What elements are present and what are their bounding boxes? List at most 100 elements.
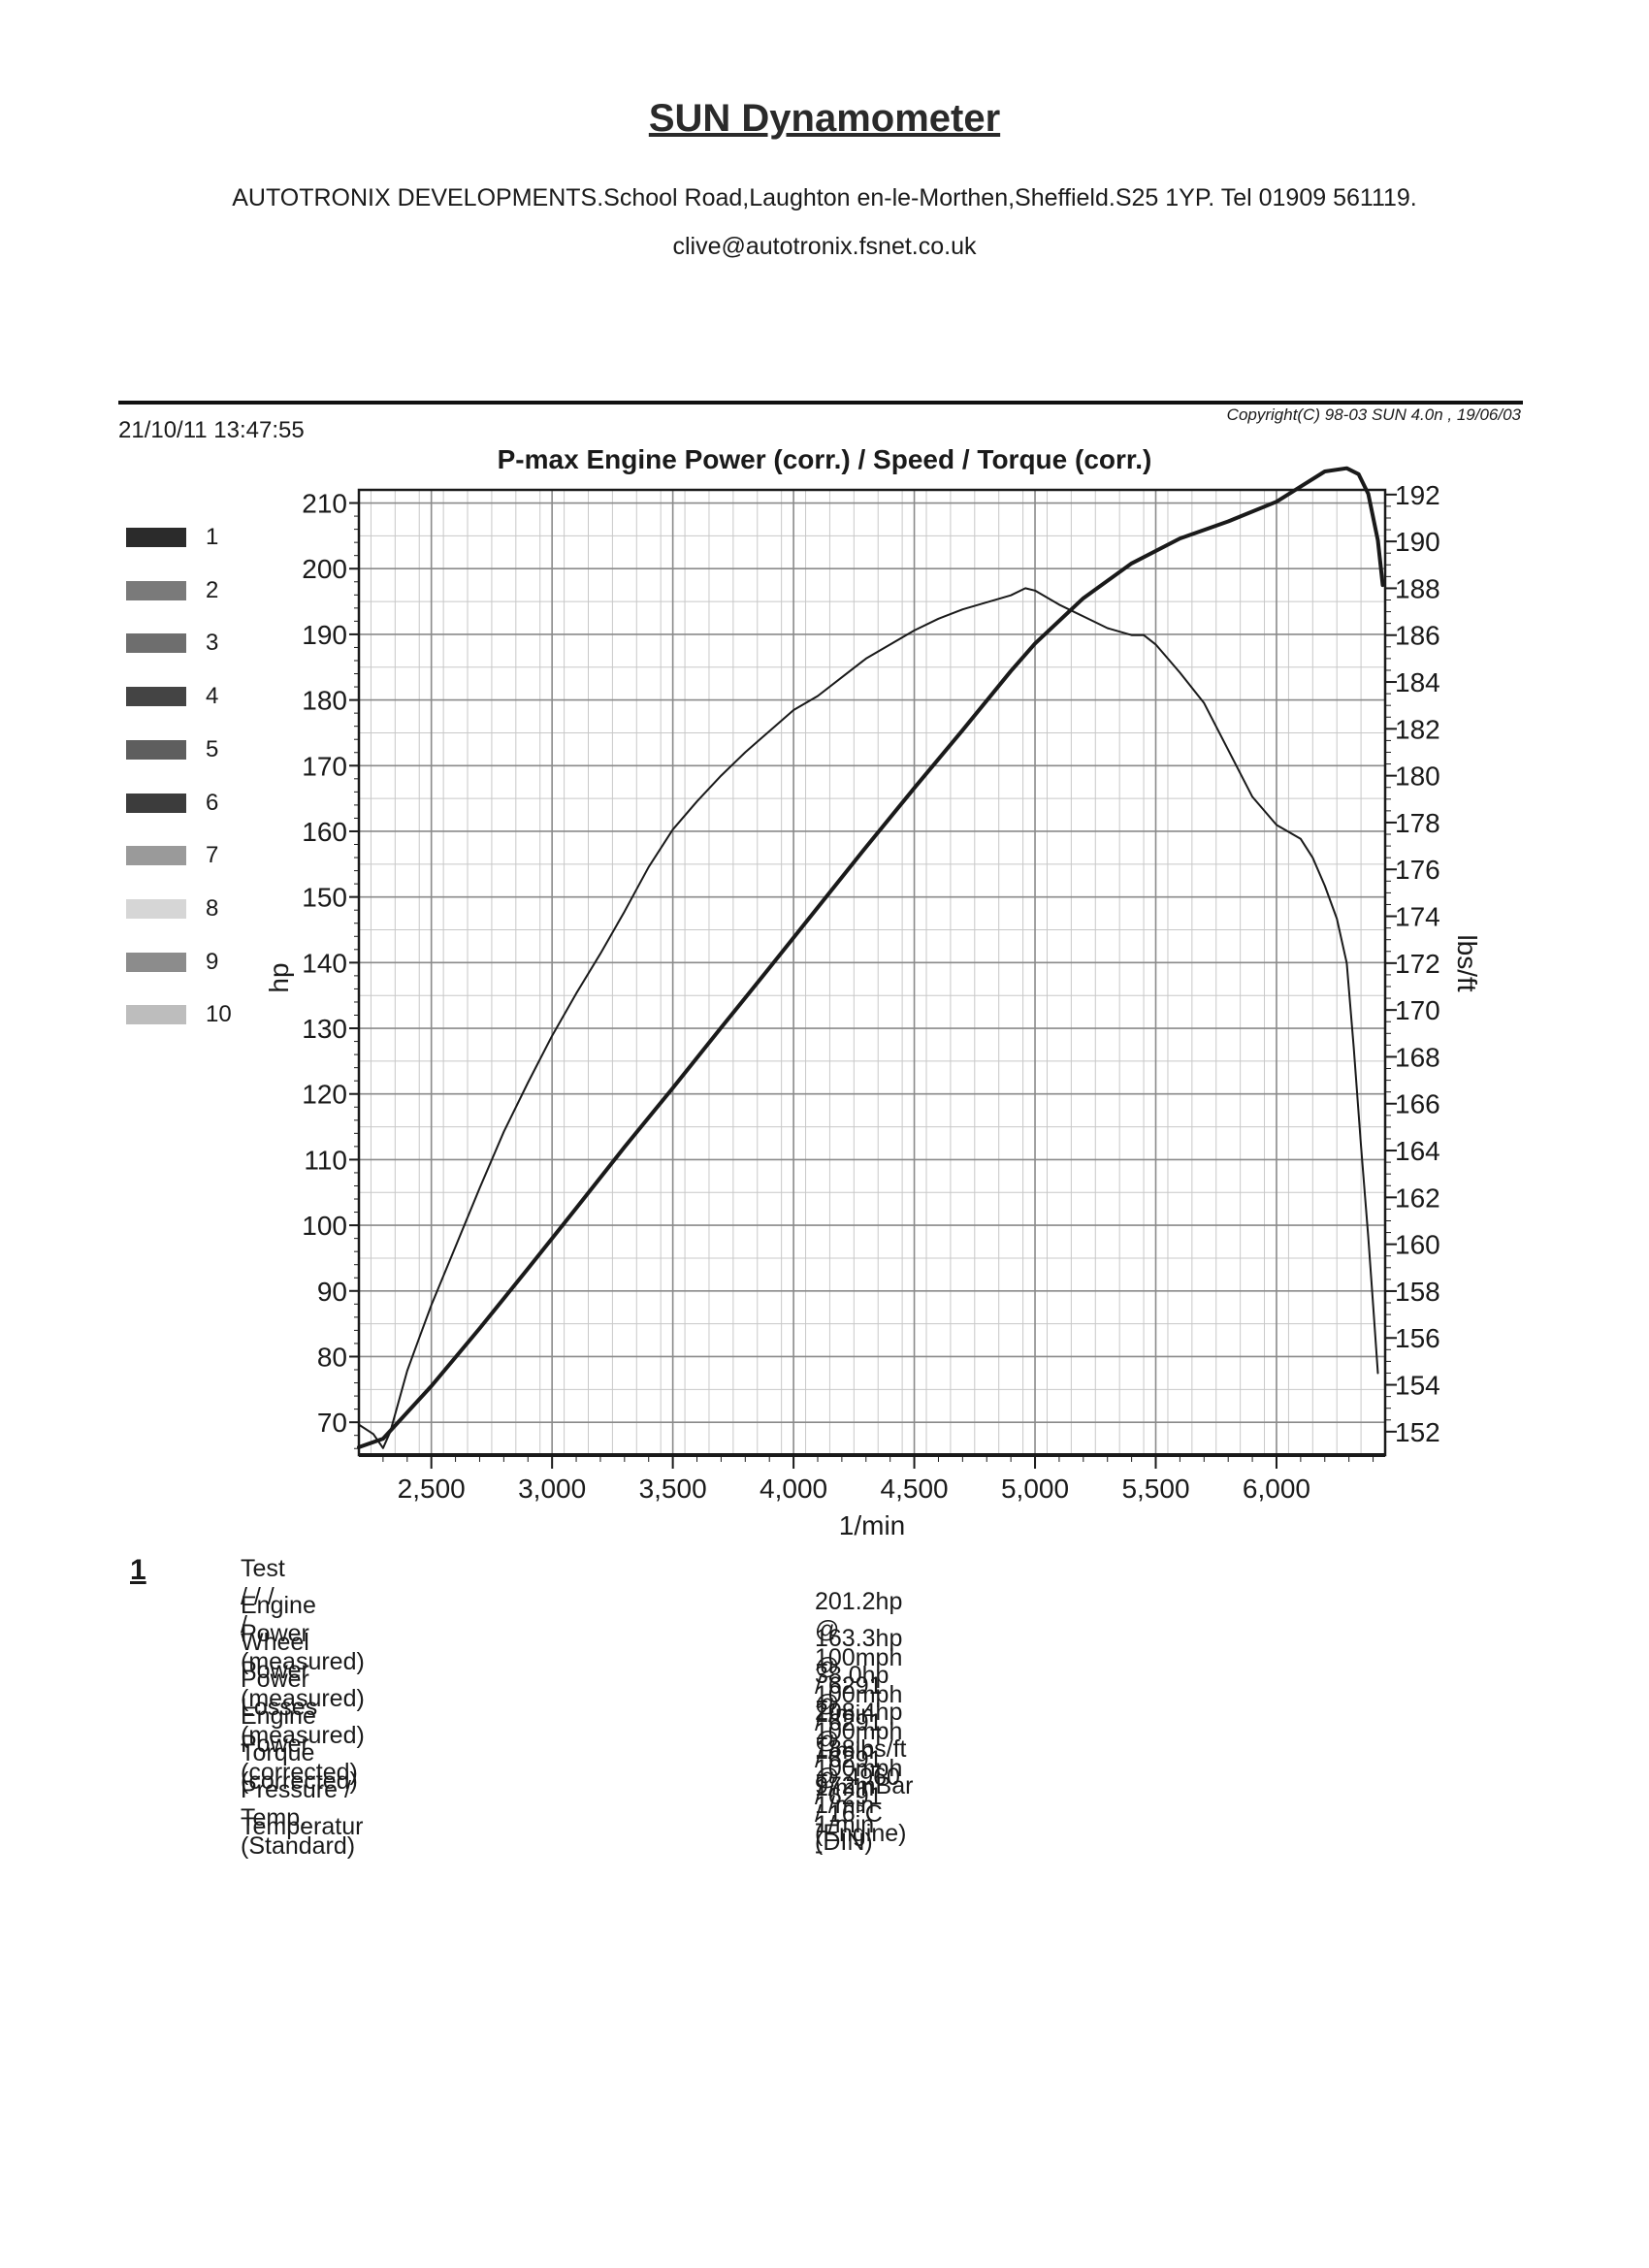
legend-label: 10 xyxy=(206,1001,232,1028)
y2-tick-label: 180 xyxy=(1395,761,1440,792)
y2-tick-label: 154 xyxy=(1395,1371,1440,1401)
legend-swatch xyxy=(126,793,186,813)
header-divider xyxy=(118,401,1523,405)
company-address: AUTOTRONIX DEVELOPMENTS.School Road,Laug… xyxy=(232,184,1417,211)
y2-axis-label: lbs/ft xyxy=(1452,934,1482,991)
x-axis-label: 1/min xyxy=(839,1510,905,1540)
legend-label: 1 xyxy=(206,524,219,550)
legend-item: 9 xyxy=(126,949,262,978)
legend-item: 10 xyxy=(126,1001,262,1030)
result-label: Engine Power (corrected) xyxy=(241,1702,358,1786)
y-tick-label: 130 xyxy=(302,1014,347,1044)
result-label: Wheel Power (measured) xyxy=(241,1629,365,1712)
y2-tick-label: 174 xyxy=(1395,902,1440,932)
y-tick-label: 70 xyxy=(317,1408,347,1438)
y-tick-label: 200 xyxy=(302,554,347,584)
legend-label: 5 xyxy=(206,735,219,762)
y-tick-label: 100 xyxy=(302,1211,347,1241)
legend-label: 4 xyxy=(206,683,219,710)
legend-swatch xyxy=(126,528,186,547)
result-value: 163.3hp @ 100mph / 6291 1/min xyxy=(815,1625,903,1765)
dyno-chart: 70 80 90 100 110 120 130 140 150 160 170 180 190 200 2… xyxy=(264,466,1482,1540)
result-value: 208.4hp @ 100mph / 6291 1/min xyxy=(815,1699,903,1838)
result-value: 38.0hp @ 100mph / 6291 1/min xyxy=(815,1662,903,1801)
page-title: SUN Dynamometer xyxy=(648,97,1001,140)
legend-label: 2 xyxy=(206,576,219,603)
y2-tick-label: 190 xyxy=(1395,527,1440,557)
result-value: 188lbs/ft @ 4960 1/min (Engine) xyxy=(815,1735,907,1847)
y2-tick-label: 184 xyxy=(1395,667,1440,697)
result-label: Pressure / Temp. (Standard) xyxy=(241,1776,356,1860)
y-tick-label: 90 xyxy=(317,1277,347,1307)
y2-tick-label: 152 xyxy=(1395,1417,1440,1447)
y2-tick-label: 158 xyxy=(1395,1277,1440,1307)
y-tick-label: 150 xyxy=(302,883,347,913)
y2-tick-label: 188 xyxy=(1395,573,1440,603)
y2-tick-label: 166 xyxy=(1395,1089,1440,1119)
y2-tick-label: 162 xyxy=(1395,1183,1440,1213)
result-label: Temperatur xyxy=(241,1813,364,1840)
result-value: 972mBar / 16°C (DIN) xyxy=(815,1772,914,1856)
y2-tick-label: 156 xyxy=(1395,1323,1440,1353)
legend-item: 1 xyxy=(126,524,262,553)
y2-tick-label: 192 xyxy=(1395,480,1440,510)
y-tick-label: 180 xyxy=(302,686,347,716)
x-tick-label: 5,500 xyxy=(1121,1474,1189,1504)
legend-item: 6 xyxy=(126,790,262,819)
y-tick-label: 210 xyxy=(302,489,347,519)
legend-swatch xyxy=(126,952,186,972)
y2-tick-label: 164 xyxy=(1395,1136,1440,1166)
legend-label: 8 xyxy=(206,894,219,922)
legend-item: 3 xyxy=(126,630,262,659)
x-tick-label: 4,000 xyxy=(760,1474,827,1504)
y-axis-label: hp xyxy=(264,962,294,992)
power-curve xyxy=(357,466,1385,1449)
y2-tick-label: 170 xyxy=(1395,995,1440,1025)
legend-item: 8 xyxy=(126,895,262,924)
result-label: Engine Power (measured) xyxy=(241,1592,365,1675)
legend-item: 7 xyxy=(126,842,262,871)
legend-label: 6 xyxy=(206,789,219,816)
result-label: Test / / / / xyxy=(241,1555,285,1638)
y2-tick-label: 186 xyxy=(1395,621,1440,651)
legend-item: 2 xyxy=(126,577,262,606)
software-copyright: Copyright(C) 98-03 SUN 4.0n , 19/06/03 xyxy=(1226,405,1521,424)
y2-tick-label: 178 xyxy=(1395,808,1440,838)
y2-tick-label: 176 xyxy=(1395,855,1440,885)
result-label: Power Losses (measured) xyxy=(241,1666,365,1749)
result-label: Torque (corrected) xyxy=(241,1739,358,1795)
legend-swatch xyxy=(126,633,186,654)
y-tick-label: 110 xyxy=(304,1145,347,1175)
legend-swatch xyxy=(126,846,186,866)
legend-item: 5 xyxy=(126,736,262,765)
legend-swatch xyxy=(126,898,186,919)
y2-tick-label: 182 xyxy=(1395,714,1440,744)
y-tick-label: 160 xyxy=(302,817,347,847)
y-tick-label: 120 xyxy=(302,1080,347,1110)
result-value: -- xyxy=(815,1809,824,1864)
legend-swatch xyxy=(126,580,186,600)
x-tick-label: 2,500 xyxy=(398,1474,466,1504)
result-value: 201.2hp @ 100mph / 6291 1/min xyxy=(815,1588,903,1728)
chart-title: P-max Engine Power (corr.) / Speed / Tor… xyxy=(497,444,1152,474)
y-tick-label: 80 xyxy=(317,1342,347,1372)
y-tick-label: 190 xyxy=(302,620,347,650)
x-tick-label: 4,500 xyxy=(881,1474,949,1504)
x-tick-label: 5,000 xyxy=(1001,1474,1069,1504)
legend-label: 9 xyxy=(206,948,219,975)
test-number: 1 xyxy=(130,1554,146,1586)
legend-label: 3 xyxy=(206,630,219,657)
legend-swatch xyxy=(126,1005,186,1025)
x-tick-label: 3,000 xyxy=(518,1474,586,1504)
legend-swatch xyxy=(126,687,186,707)
y-tick-label: 170 xyxy=(302,751,347,781)
legend-item: 4 xyxy=(126,683,262,712)
y2-tick-label: 160 xyxy=(1395,1230,1440,1260)
x-tick-label: 3,500 xyxy=(639,1474,707,1504)
x-tick-label: 6,000 xyxy=(1243,1474,1310,1504)
y2-tick-label: 168 xyxy=(1395,1042,1440,1072)
torque-curve xyxy=(358,587,1379,1449)
y-tick-label: 140 xyxy=(302,948,347,978)
legend-swatch xyxy=(126,739,186,760)
legend-label: 7 xyxy=(206,842,219,869)
